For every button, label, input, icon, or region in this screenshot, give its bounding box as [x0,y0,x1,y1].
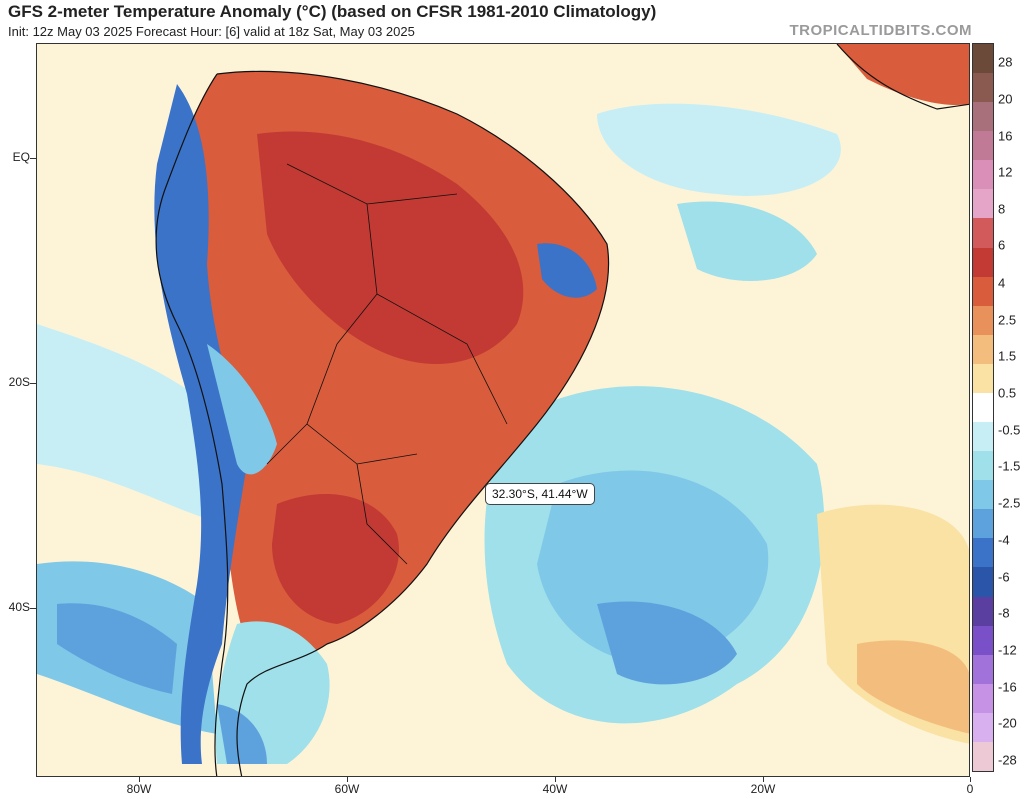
colorbar-segment [973,538,993,568]
amazon-hot-core [257,131,524,364]
colorbar-segment [973,102,993,132]
colorbar-segment [973,160,993,190]
colorbar-label: 6 [998,237,1006,253]
lat-label-20s: 20S [8,375,30,389]
colorbar-label: -8 [998,605,1010,621]
colorbar-segment [973,218,993,249]
colorbar-label: 12 [998,164,1013,180]
colorbar-segment [973,712,993,743]
equatorial-atlantic-cool [677,201,817,281]
colorbar-label: 8 [998,201,1006,217]
africa-landmass [837,44,969,105]
colorbar-segment [973,73,993,103]
colorbar-label: -12 [998,642,1017,658]
map-canvas[interactable]: 32.30°S, 41.44°W [36,43,970,777]
colorbar-segment [973,451,993,481]
colorbar-segment [973,567,993,598]
colorbar-label: -16 [998,679,1017,695]
lon-label-20w: 20W [750,782,776,796]
africa-coastline [836,44,969,110]
colorbar-label: 0.5 [998,385,1017,401]
lon-tick-20w [763,777,764,782]
colorbar-segment [973,247,993,278]
lat-tick-40s [30,608,36,609]
colorbar-segment [973,305,993,336]
colorbar-label: 16 [998,128,1013,144]
coordinate-readout: 32.30°S, 41.44°W [485,483,595,505]
colorbar-label: 28 [998,54,1013,70]
colorbar-label: -20 [998,715,1017,731]
lon-tick-0 [970,777,971,782]
lat-label-40s: 40S [8,600,30,614]
colorbar-segment [973,189,993,219]
atlantic-cool-core [537,470,769,664]
colorbar-segment [973,363,993,394]
pacific-cool-anomaly [37,324,227,524]
colorbar-segment [973,509,993,539]
colorbar-label: -0.5 [998,422,1021,438]
colorbar-segment [973,131,993,161]
northeast-brazil-cool [537,243,597,298]
colorbar-label: -2.5 [998,495,1021,511]
colorbar-segment [973,276,993,307]
lon-tick-80w [139,777,140,782]
andes-cool-edge [207,344,277,475]
colorbar-segment [973,422,993,452]
southeast-atlantic-warmer [857,640,969,734]
colorbar-label: 4 [998,275,1006,291]
south-america-coastline [216,70,610,776]
colorbar-segment [973,334,993,365]
colorbar [972,43,994,772]
lon-label-60w: 60W [334,782,360,796]
argentina-hot-core [272,494,399,624]
colorbar-segment [973,654,993,685]
north-atlantic-cool [597,103,841,196]
andes-cold-strip [154,84,247,764]
anomaly-map [37,44,969,776]
lat-tick-20s [30,383,36,384]
colorbar-label: -28 [998,752,1017,768]
colorbar-label: -1.5 [998,458,1021,474]
colorbar-segment [973,44,993,74]
pacific-coastline [155,73,229,776]
colorbar-segment [973,392,993,423]
lat-tick-eq [30,158,36,159]
map-subtitle: Init: 12z May 03 2025 Forecast Hour: [6]… [8,24,415,39]
lat-label-eq: EQ [12,150,30,164]
country-borders [266,163,508,565]
lon-label-40w: 40W [542,782,568,796]
colorbar-segment [973,683,993,714]
brand-watermark: TROPICALTIDBITS.COM [789,22,972,39]
pacific-cold-core [57,603,177,694]
colorbar-segment [973,596,993,627]
colorbar-segment [973,480,993,510]
colorbar-label: -6 [998,569,1010,585]
lon-tick-60w [347,777,348,782]
map-title: GFS 2-meter Temperature Anomaly (°C) (ba… [8,2,657,21]
colorbar-label: 20 [998,91,1013,107]
colorbar-label: 1.5 [998,348,1017,364]
colorbar-segment [973,625,993,656]
atlantic-cold-patch [597,601,737,685]
lon-label-0: 0 [966,782,974,796]
colorbar-label: -4 [998,532,1010,548]
lon-label-80w: 80W [126,782,152,796]
colorbar-segment [973,741,993,772]
colorbar-label: 2.5 [998,312,1017,328]
tierra-del-fuego-cold [217,704,267,764]
lon-tick-40w [555,777,556,782]
